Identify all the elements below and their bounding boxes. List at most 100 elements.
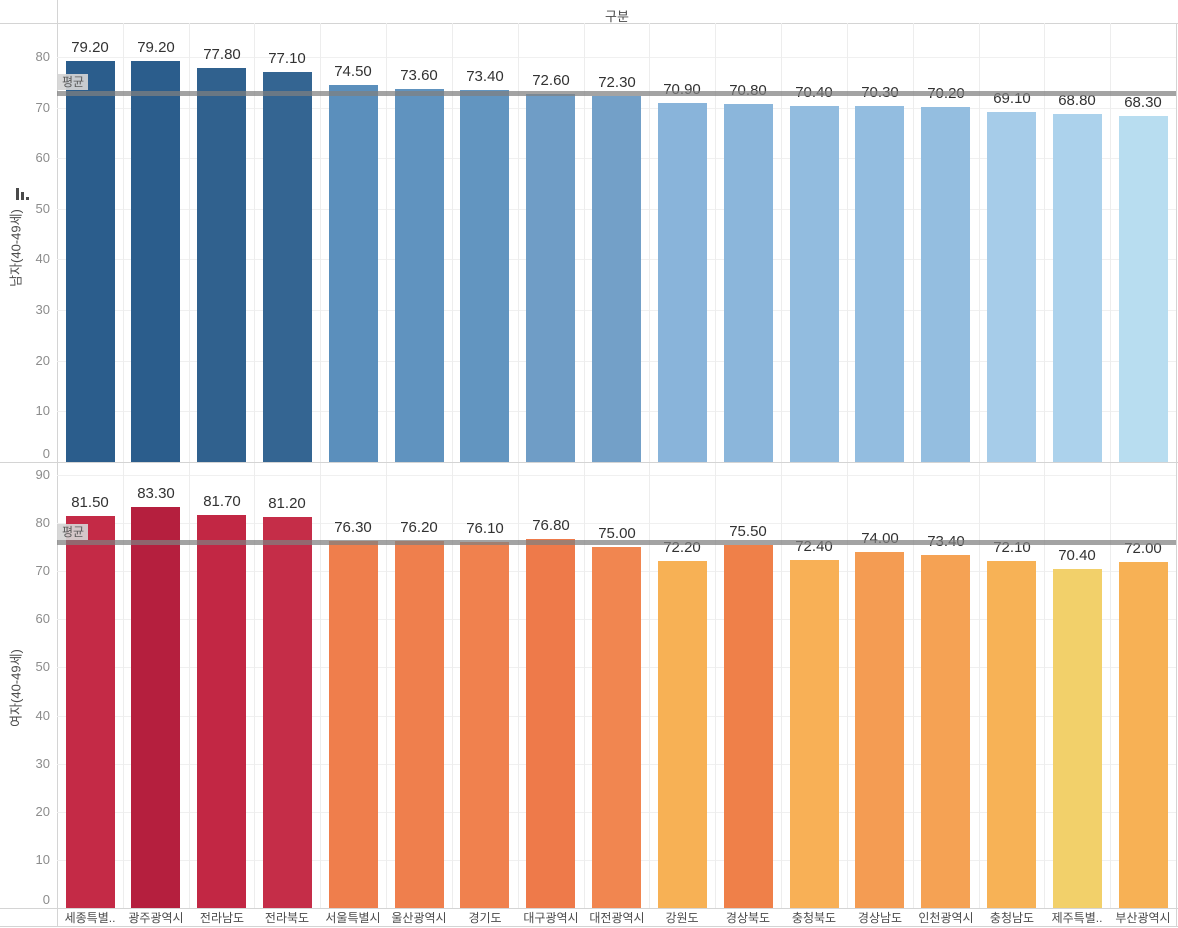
x-category-label[interactable]: 경기도: [468, 911, 502, 925]
x-category-label[interactable]: 제주특별..: [1051, 911, 1103, 925]
bar-value-label: 72.30: [598, 74, 636, 91]
x-category-label[interactable]: 울산광역시: [391, 911, 447, 925]
bar-value-label: 76.80: [532, 517, 570, 534]
band-gridline: [518, 463, 519, 908]
band-gridline: [715, 23, 716, 462]
y-tick-label: 30: [35, 302, 50, 317]
bar-value-label: 77.80: [203, 46, 241, 63]
right-border-line: [1176, 23, 1177, 927]
y-tick-label: 90: [35, 467, 50, 482]
band-gridline: [452, 463, 453, 908]
bar-광주광역시[interactable]: [131, 507, 180, 908]
x-category-label[interactable]: 대구광역시: [523, 911, 579, 925]
bar-value-label: 74.50: [334, 63, 372, 80]
bar-충청남도[interactable]: [987, 561, 1036, 908]
bar-value-label: 79.20: [71, 39, 109, 56]
x-category-label[interactable]: 전라북도: [264, 911, 310, 925]
bar-value-label: 81.20: [268, 495, 306, 512]
bar-강원도[interactable]: [658, 103, 707, 462]
band-gridline: [320, 463, 321, 908]
band-gridline: [1110, 463, 1111, 908]
bar-제주특별[interactable]: [1053, 114, 1102, 462]
y-gridline: [57, 475, 1176, 476]
bar-value-label: 72.60: [532, 72, 570, 89]
bar-세종특별[interactable]: [66, 61, 115, 462]
x-category-label[interactable]: 부산광역시: [1115, 911, 1171, 925]
bar-세종특별[interactable]: [66, 516, 115, 908]
x-category-label[interactable]: 경상남도: [857, 911, 903, 925]
band-gridline: [715, 463, 716, 908]
bar-서울특별시[interactable]: [329, 85, 378, 462]
sort-icon-bar: [16, 188, 19, 200]
bar-경상북도[interactable]: [724, 545, 773, 908]
band-gridline: [386, 23, 387, 462]
bar-부산광역시[interactable]: [1119, 116, 1168, 462]
chart-title: 구분: [605, 9, 629, 24]
x-category-label[interactable]: 광주광역시: [128, 911, 184, 925]
bar-value-label: 68.30: [1124, 94, 1162, 111]
bar-충청북도[interactable]: [790, 106, 839, 462]
y-tick-label: 30: [35, 756, 50, 771]
x-category-label[interactable]: 세종특별..: [64, 911, 116, 925]
bar-경기도[interactable]: [460, 90, 509, 462]
bar-경상남도[interactable]: [855, 552, 904, 908]
band-gridline: [1044, 23, 1045, 462]
y-tick-label: 70: [35, 100, 50, 115]
y-tick-label: 60: [35, 150, 50, 165]
band-gridline: [189, 463, 190, 908]
average-line-label: 평균: [58, 524, 89, 540]
band-gridline: [254, 463, 255, 908]
bar-대전광역시[interactable]: [592, 96, 641, 462]
average-line-label: 평균: [58, 74, 89, 90]
bar-value-label: 76.20: [400, 519, 438, 536]
x-category-label[interactable]: 대전광역시: [589, 911, 645, 925]
bar-서울특별시[interactable]: [329, 541, 378, 908]
x-category-label[interactable]: 강원도: [665, 911, 699, 925]
band-gridline: [979, 463, 980, 908]
panel-divider-line: [0, 462, 1178, 463]
bar-울산광역시[interactable]: [395, 541, 444, 908]
bar-충청남도[interactable]: [987, 112, 1036, 462]
x-category-label[interactable]: 인천광역시: [918, 911, 974, 925]
bar-대전광역시[interactable]: [592, 547, 641, 908]
y-tick-label: 20: [35, 804, 50, 819]
bar-value-label: 77.10: [268, 50, 306, 67]
y-tick-label: 20: [35, 353, 50, 368]
bar-충청북도[interactable]: [790, 560, 839, 908]
bar-전라북도[interactable]: [263, 517, 312, 908]
bar-강원도[interactable]: [658, 561, 707, 908]
x-category-label[interactable]: 충청남도: [989, 911, 1035, 925]
x-category-label[interactable]: 경상북도: [725, 911, 771, 925]
band-gridline: [979, 23, 980, 462]
band-gridline: [1110, 23, 1111, 462]
y-tick-label: 0: [42, 446, 50, 461]
bar-경기도[interactable]: [460, 542, 509, 908]
average-reference-line: [57, 91, 1176, 96]
bar-광주광역시[interactable]: [131, 61, 180, 462]
sort-descending-icon[interactable]: [16, 186, 31, 201]
x-category-label[interactable]: 서울특별시: [325, 911, 381, 925]
bar-경상북도[interactable]: [724, 104, 773, 462]
y-tick-label: 10: [35, 403, 50, 418]
y-tick-label: 0: [42, 892, 50, 907]
band-gridline: [781, 23, 782, 462]
bar-제주특별[interactable]: [1053, 569, 1102, 908]
x-category-label[interactable]: 전라남도: [199, 911, 245, 925]
bar-경상남도[interactable]: [855, 106, 904, 462]
y-tick-label: 10: [35, 852, 50, 867]
band-gridline: [452, 23, 453, 462]
bar-부산광역시[interactable]: [1119, 562, 1168, 908]
bar-전라남도[interactable]: [197, 68, 246, 462]
bar-전라남도[interactable]: [197, 515, 246, 908]
bar-인천광역시[interactable]: [921, 555, 970, 908]
sort-icon-bar: [21, 192, 24, 200]
bar-인천광역시[interactable]: [921, 107, 970, 462]
bar-전라북도[interactable]: [263, 72, 312, 462]
bar-value-label: 75.00: [598, 525, 636, 542]
band-gridline: [386, 463, 387, 908]
x-category-label[interactable]: 충청북도: [791, 911, 837, 925]
bar-울산광역시[interactable]: [395, 89, 444, 462]
bar-대구광역시[interactable]: [526, 539, 575, 908]
bar-대구광역시[interactable]: [526, 94, 575, 462]
